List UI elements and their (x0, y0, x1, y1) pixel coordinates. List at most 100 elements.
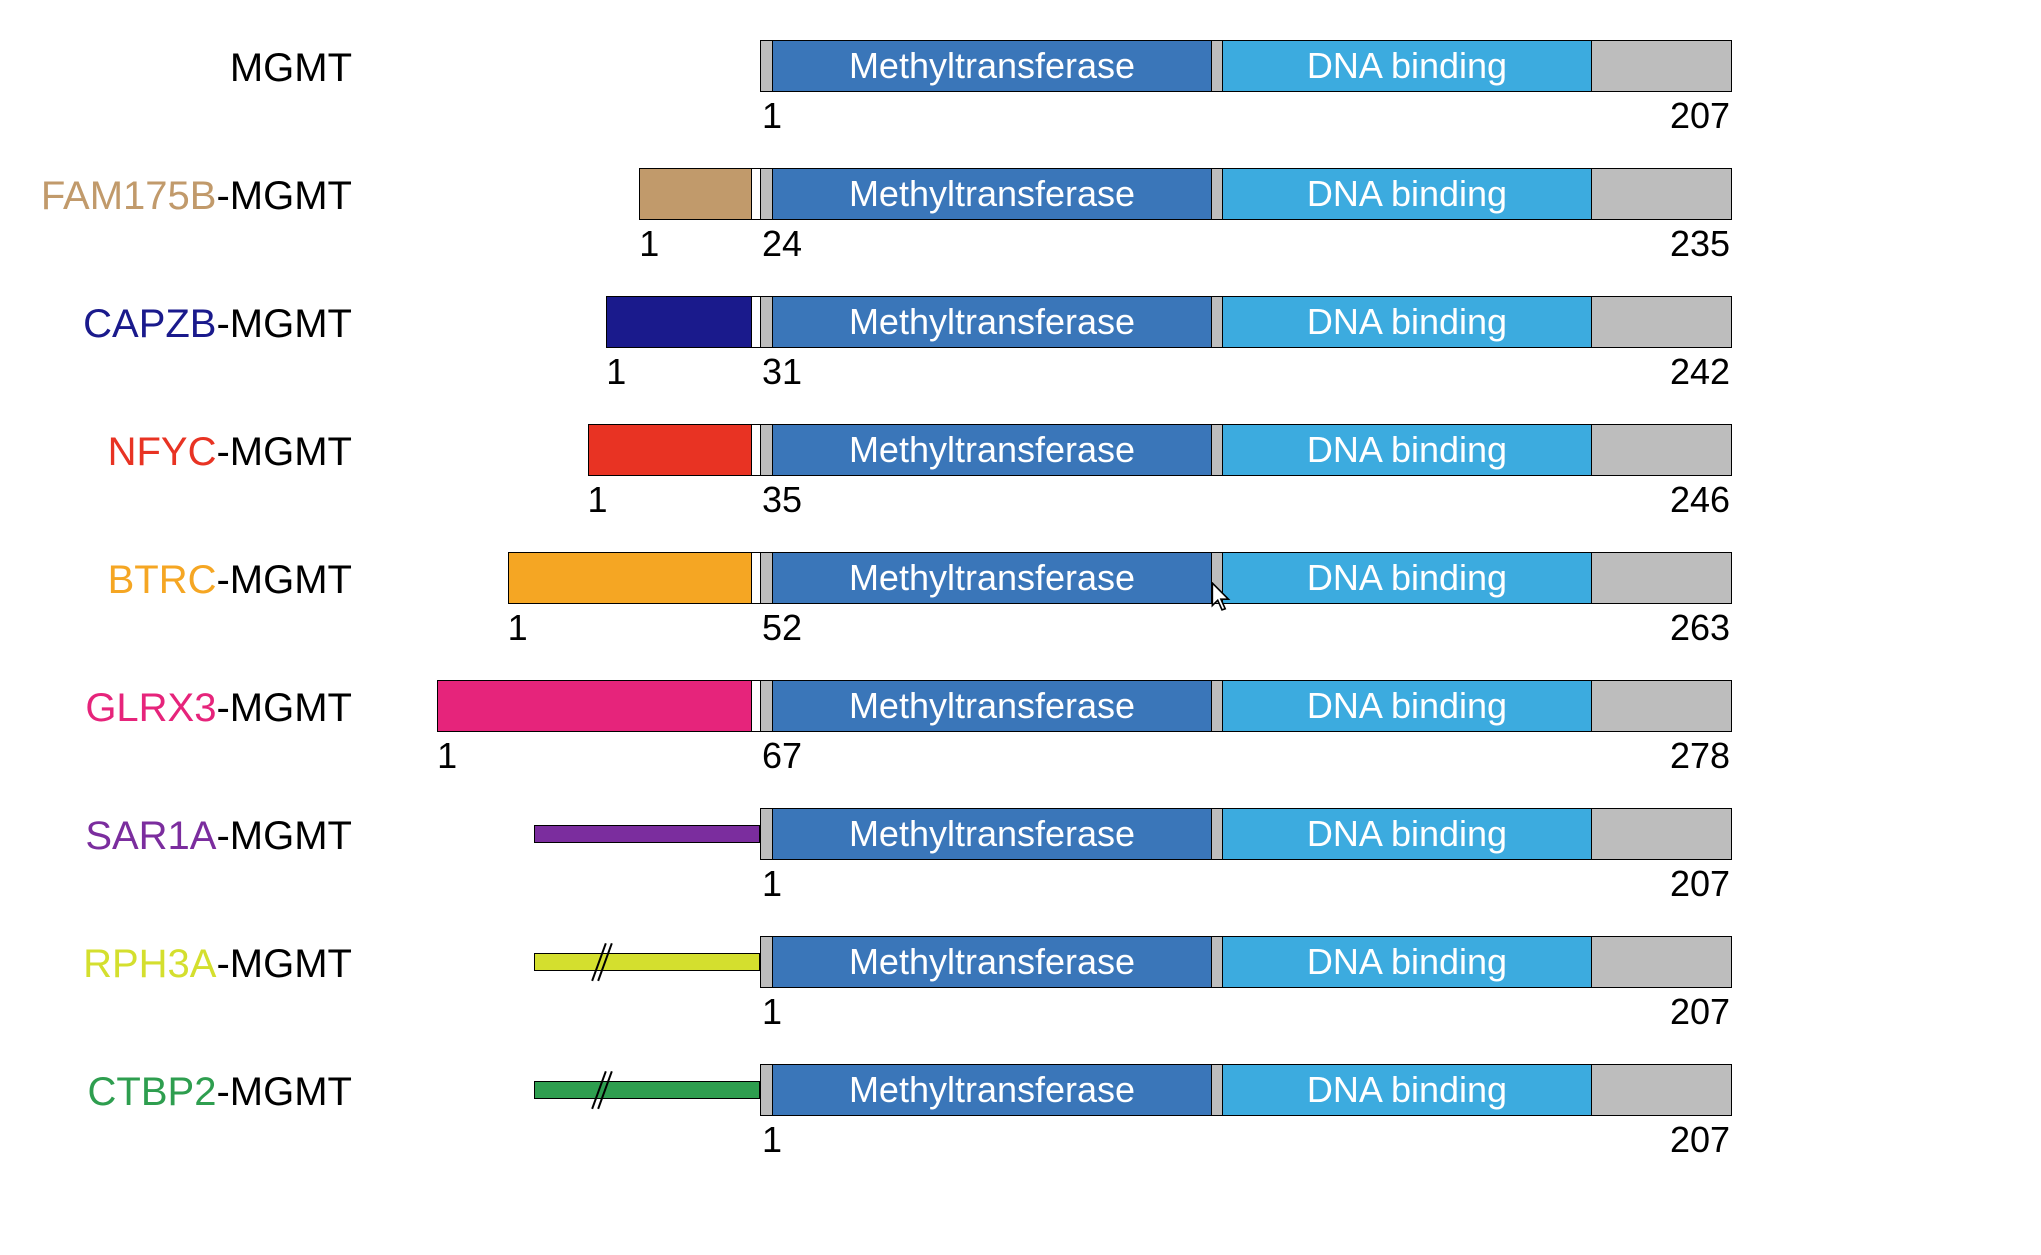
protein-suffix: -MGMT (216, 1070, 352, 1114)
grey-segment (1592, 1064, 1732, 1116)
grey-segment (760, 1064, 772, 1116)
domain-label: Methyltransferase (849, 816, 1135, 852)
dna-binding-domain: DNA binding (1222, 552, 1592, 604)
grey-segment (760, 808, 772, 860)
protein-track: Methyltransferase DNA binding 1 207 (380, 40, 1960, 150)
dna-binding-domain: DNA binding (1222, 936, 1592, 988)
truncation-slash (598, 942, 618, 982)
protein-suffix: -MGMT (216, 302, 352, 346)
fusion-start-number: 1 (606, 354, 626, 390)
protein-row-fam175b: FAM175B-MGMT1MethyltransferaseDNA bindin… (40, 168, 2000, 278)
methyltransferase-domain: Methyltransferase (772, 680, 1212, 732)
grey-segment (1592, 552, 1732, 604)
protein-prefix: SAR1A (85, 814, 216, 858)
protein-label: GLRX3-MGMT (40, 680, 380, 728)
grey-segment (1592, 296, 1732, 348)
dna-binding-domain: DNA binding (1222, 296, 1592, 348)
methyltransferase-domain: Methyltransferase (772, 168, 1212, 220)
grey-segment (760, 40, 772, 92)
protein-row-nfyc: NFYC-MGMT1MethyltransferaseDNA binding35… (40, 424, 2000, 534)
grey-segment (1212, 808, 1222, 860)
protein-track: 1MethyltransferaseDNA binding35246 (380, 424, 1960, 534)
gap-segment (752, 296, 760, 348)
grey-segment (1592, 40, 1732, 92)
gap-segment (752, 168, 760, 220)
gap-segment (752, 680, 760, 732)
mgmt-start-number: 35 (762, 482, 802, 518)
domain-label: DNA binding (1307, 560, 1507, 596)
mgmt-end-number: 235 (1670, 226, 1730, 262)
grey-segment (760, 424, 772, 476)
mgmt-end-number: 207 (1670, 1122, 1730, 1158)
fusion-segment (588, 424, 753, 476)
mgmt-start-number: 1 (762, 1122, 782, 1158)
protein-suffix: -MGMT (216, 174, 352, 218)
domain-label: DNA binding (1307, 816, 1507, 852)
protein-track: MethyltransferaseDNA binding1207 (380, 936, 1960, 1046)
domain-label: DNA binding (1307, 432, 1507, 468)
protein-label: MGMT (40, 40, 380, 88)
gap-segment (752, 424, 760, 476)
grey-segment (1592, 680, 1732, 732)
domain-label: Methyltransferase (849, 1072, 1135, 1108)
dna-binding-domain: DNA binding (1222, 424, 1592, 476)
methyltransferase-domain: Methyltransferase (772, 296, 1212, 348)
fusion-segment (534, 953, 760, 971)
protein-suffix: -MGMT (216, 558, 352, 602)
grey-segment (1212, 1064, 1222, 1116)
mgmt-end-number: 207 (1670, 866, 1730, 902)
fusion-segment (534, 825, 760, 843)
mgmt-end-number: 246 (1670, 482, 1730, 518)
grey-segment (760, 296, 772, 348)
mgmt-start-number: 1 (762, 866, 782, 902)
protein-track: 1MethyltransferaseDNA binding24235 (380, 168, 1960, 278)
grey-segment (1592, 424, 1732, 476)
grey-segment (1212, 424, 1222, 476)
methyltransferase-domain: Methyltransferase (772, 552, 1212, 604)
domain-label: DNA binding (1307, 48, 1507, 84)
truncation-slash (598, 1070, 618, 1110)
mgmt-end-number: 242 (1670, 354, 1730, 390)
protein-row-ctbp2: CTBP2-MGMT Methyltransferase DNA binding 1 2… (40, 1064, 2000, 1174)
grey-segment (1212, 296, 1222, 348)
domain-label: Methyltransferase (849, 48, 1135, 84)
fusion-start-number: 1 (508, 610, 528, 646)
mgmt-end-number: 207 (1670, 98, 1730, 134)
protein-prefix: MGMT (230, 46, 352, 90)
mgmt-start-number: 1 (762, 98, 782, 134)
protein-track: 1MethyltransferaseDNA binding52263 (380, 552, 1960, 662)
protein-prefix: FAM175B (41, 174, 217, 218)
protein-suffix: -MGMT (216, 814, 352, 858)
protein-row-sar1a: SAR1A-MGMT Methyltransferase DNA binding 1 2… (40, 808, 2000, 918)
grey-segment (1212, 168, 1222, 220)
methyltransferase-domain: Methyltransferase (772, 40, 1212, 92)
protein-track: Methyltransferase DNA binding 1 207 (380, 808, 1960, 918)
protein-label: FAM175B-MGMT (40, 168, 380, 216)
domain-label: Methyltransferase (849, 560, 1135, 596)
protein-row-glrx3: GLRX3-MGMT1MethyltransferaseDNA binding6… (40, 680, 2000, 790)
grey-segment (1592, 168, 1732, 220)
domain-label: DNA binding (1307, 944, 1507, 980)
dna-binding-domain: DNA binding (1222, 1064, 1592, 1116)
methyltransferase-domain: Methyltransferase (772, 936, 1212, 988)
grey-segment (1592, 808, 1732, 860)
protein-label: NFYC-MGMT (40, 424, 380, 472)
protein-prefix: CTBP2 (88, 1070, 217, 1114)
protein-track: Methyltransferase DNA binding 1 207 (380, 1064, 1960, 1174)
protein-row-btrc: BTRC-MGMT1MethyltransferaseDNA binding52… (40, 552, 2000, 662)
protein-prefix: BTRC (108, 558, 217, 602)
protein-row-capzb: CAPZB-MGMT1MethyltransferaseDNA binding3… (40, 296, 2000, 406)
fusion-segment (508, 552, 752, 604)
fusion-segment (437, 680, 752, 732)
domain-label: DNA binding (1307, 1072, 1507, 1108)
domain-label: Methyltransferase (849, 688, 1135, 724)
mgmt-start-number: 24 (762, 226, 802, 262)
grey-segment (1212, 680, 1222, 732)
grey-segment (760, 168, 772, 220)
fusion-segment (606, 296, 752, 348)
dna-binding-domain: DNA binding (1222, 168, 1592, 220)
mgmt-end-number: 263 (1670, 610, 1730, 646)
protein-prefix: RPH3A (83, 942, 216, 986)
domain-label: DNA binding (1307, 688, 1507, 724)
mgmt-start-number: 67 (762, 738, 802, 774)
